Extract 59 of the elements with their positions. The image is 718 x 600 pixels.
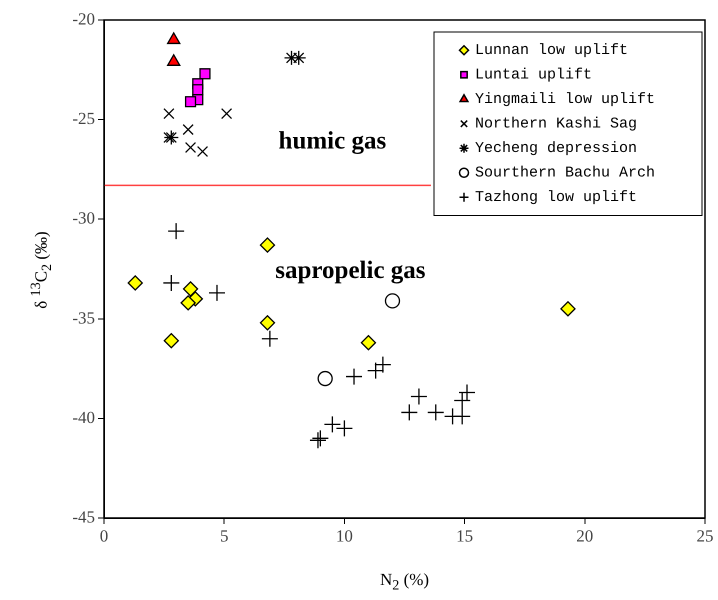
x-tick-label: 0: [100, 526, 108, 546]
point: [427, 404, 444, 422]
x-tick-label: 10: [336, 526, 353, 546]
y-tick-label: -35: [72, 308, 95, 328]
y-tick-label: -20: [72, 9, 95, 28]
point: [384, 293, 400, 309]
legend-label: Sourthern Bachu Arch: [475, 164, 656, 182]
point: [221, 108, 232, 120]
x-tick-label: 15: [456, 526, 474, 546]
point: [260, 315, 276, 330]
point: [367, 362, 384, 380]
point: [318, 370, 333, 386]
point: [284, 50, 300, 66]
point: [410, 388, 428, 406]
point: [454, 392, 471, 410]
point: [454, 408, 471, 426]
y-tick-label: -25: [72, 109, 95, 128]
y-tick-label: -45: [72, 507, 95, 526]
y-tick-label: -40: [72, 408, 95, 427]
point: [184, 142, 196, 154]
legend-label: Yecheng depression: [475, 140, 638, 158]
point: [400, 404, 418, 422]
legend-label: Northern Kashi Sag: [475, 116, 638, 133]
legend-label: Yingmaili low uplift: [475, 91, 656, 108]
point: [458, 384, 476, 402]
point: [560, 301, 576, 316]
point: [164, 333, 179, 348]
point: [291, 50, 306, 66]
x-axis-title: N$_{2}$ (%): [378, 570, 430, 594]
point: [163, 132, 175, 144]
point: [182, 281, 198, 297]
point: [261, 330, 279, 348]
point: [336, 420, 354, 438]
y-tick-label: -30: [72, 208, 95, 228]
legend-label: Luntai uplift: [475, 66, 592, 84]
x-tick-label: 5: [220, 526, 228, 546]
point: [260, 237, 276, 253]
point: [164, 130, 179, 146]
point: [192, 84, 204, 96]
x-tick-label: 25: [696, 526, 714, 546]
point: [196, 146, 208, 158]
legend-label: Tazhong low uplift: [475, 189, 638, 206]
point: [182, 124, 194, 136]
point: [163, 108, 175, 120]
legend-label: Lunnan low uplift: [475, 42, 628, 60]
point: [324, 416, 342, 434]
point: [360, 335, 376, 350]
point: [199, 68, 211, 80]
point: [208, 284, 226, 302]
annotation: humic gas: [278, 127, 386, 154]
point: [374, 356, 392, 374]
annotation: sapropelic gas: [275, 256, 426, 284]
x-tick-label: 20: [576, 526, 594, 546]
point: [180, 295, 196, 311]
point: [184, 96, 196, 108]
point: [162, 274, 180, 292]
point: [128, 275, 143, 291]
point: [167, 222, 185, 240]
point: [345, 368, 363, 386]
